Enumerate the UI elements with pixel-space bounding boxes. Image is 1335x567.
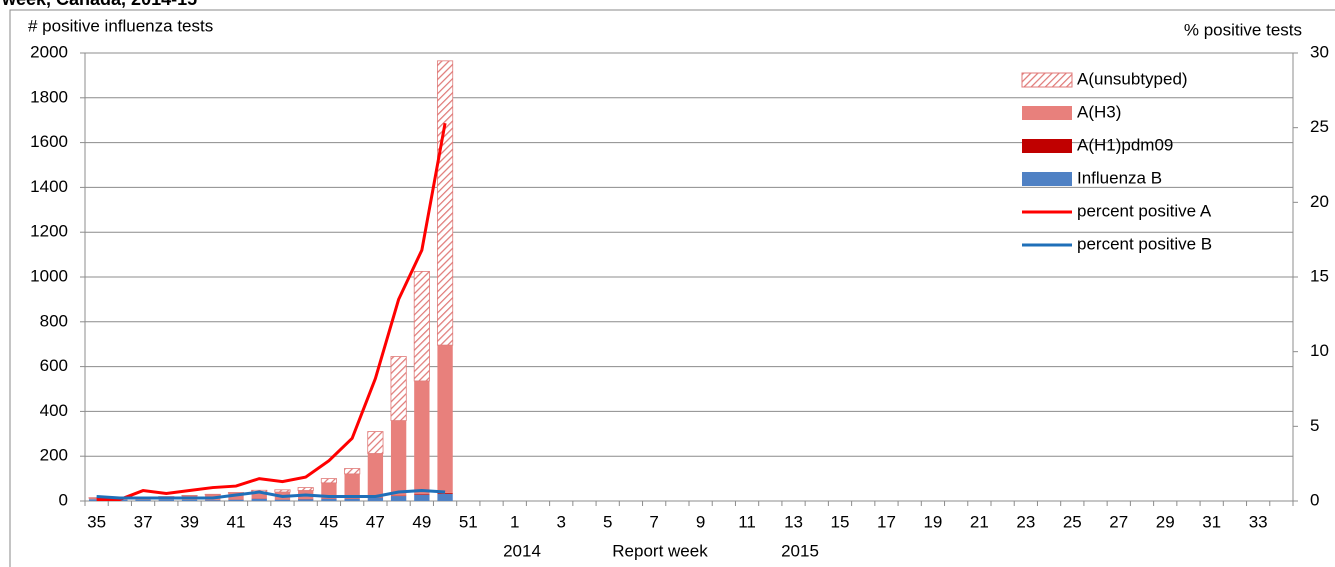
annotation: 2014: [503, 541, 541, 560]
y2-axis-label: % positive tests: [1184, 20, 1302, 39]
x-tick-label: 45: [319, 512, 338, 531]
x-tick-label: 35: [87, 512, 106, 531]
x-tick-label: 19: [923, 512, 942, 531]
legend-label: A(H3): [1077, 102, 1121, 121]
bar-segment: [344, 498, 360, 501]
x-tick-label: 9: [696, 512, 705, 531]
bar-segment: [298, 499, 314, 501]
bar-segment: [414, 494, 430, 501]
y-tick-label: 1800: [30, 87, 68, 106]
x-tick-label: 3: [556, 512, 565, 531]
x-tick-label: 43: [273, 512, 292, 531]
bar-segment: [274, 499, 291, 501]
x-tick-label: 13: [784, 512, 803, 531]
bar-segment: [205, 500, 221, 501]
y-tick-label: 1000: [30, 266, 68, 285]
line-series: [96, 122, 447, 502]
bar-segment: [297, 487, 314, 491]
x-tick-label: 29: [1156, 512, 1175, 531]
bar-segment: [320, 478, 337, 484]
bar-segment: [251, 491, 267, 499]
bar-segment: [181, 499, 198, 501]
x-tick-label: 11: [738, 512, 756, 531]
bar-segment: [321, 498, 337, 501]
bar-segment: [390, 420, 407, 496]
bar-segment: [437, 492, 453, 494]
x-tick-label: 33: [1249, 512, 1268, 531]
x-tick-label: 51: [459, 512, 478, 531]
y-tick-label: 800: [40, 311, 68, 330]
bar-segment: [437, 493, 453, 501]
x-tick-label: 25: [1063, 512, 1082, 531]
y-tick-label: 0: [59, 490, 68, 509]
x-tick-label: 23: [1016, 512, 1035, 531]
legend-label: percent positive A: [1077, 201, 1212, 220]
y-tick-label: 600: [40, 356, 68, 375]
chart-frame: [9, 9, 1335, 567]
bar-segment: [437, 345, 453, 493]
legend-swatch: [1022, 139, 1072, 153]
y2-tick-label: 5: [1310, 416, 1319, 435]
x-tick-label: 27: [1109, 512, 1128, 531]
x-axis-label: Report week: [612, 541, 708, 560]
bar-segment: [135, 499, 151, 501]
bar-segment: [367, 497, 384, 501]
x-tick-label: 31: [1202, 512, 1221, 531]
y-tick-label: 1400: [30, 177, 68, 196]
annotation: 2015: [781, 541, 819, 560]
y2-tick-label: 20: [1310, 192, 1329, 211]
x-tick-label: 49: [412, 512, 431, 531]
y2-tick-label: 0: [1310, 490, 1319, 509]
line-series: [96, 489, 446, 500]
y-axis-label: # positive influenza tests: [28, 16, 213, 35]
y-tick-label: 1600: [30, 132, 68, 151]
x-tick-label: 39: [180, 512, 199, 531]
bar-segment: [251, 498, 267, 501]
legend-swatch: [1021, 72, 1073, 88]
bar-segment: [414, 494, 430, 495]
bar-segment: [367, 431, 384, 454]
bar-segment: [204, 493, 221, 496]
y2-tick-label: 15: [1310, 266, 1329, 285]
bar-segment: [390, 496, 407, 501]
legend-label: A(H1)pdm09: [1077, 135, 1173, 154]
bar-segment: [413, 270, 430, 382]
bar-segment: [344, 468, 361, 475]
y-tick-label: 2000: [30, 42, 68, 61]
x-tick-label: 17: [877, 512, 896, 531]
x-tick-label: 7: [649, 512, 658, 531]
y-tick-label: 1200: [30, 222, 68, 241]
legend-swatch: [1022, 106, 1072, 120]
x-tick-label: 5: [603, 512, 612, 531]
bar-segment: [437, 60, 454, 346]
y2-tick-label: 30: [1310, 42, 1329, 61]
bar-segment: [228, 499, 244, 501]
x-tick-label: 41: [227, 512, 246, 531]
x-tick-label: 47: [366, 512, 385, 531]
bar-segment: [321, 482, 337, 499]
y2-tick-label: 25: [1310, 117, 1329, 136]
bar-segment: [344, 473, 360, 499]
x-tick-label: 15: [831, 512, 850, 531]
x-tick-label: 1: [510, 512, 519, 531]
legend-label: Influenza B: [1077, 168, 1162, 187]
legend-label: A(unsubtyped): [1077, 69, 1188, 88]
legend-swatch: [1022, 172, 1072, 186]
y-tick-label: 200: [40, 446, 68, 465]
bar-segment: [274, 489, 291, 493]
bar-segment: [414, 380, 430, 495]
legend-label: percent positive B: [1077, 234, 1212, 253]
chart-title: week, Canada, 2014-15: [1, 0, 197, 9]
bar-segment: [390, 356, 407, 421]
bar-segment: [158, 499, 174, 501]
x-tick-label: 21: [970, 512, 989, 531]
x-tick-label: 37: [134, 512, 153, 531]
bar-segment: [367, 453, 384, 498]
y-tick-label: 400: [40, 401, 68, 420]
y2-tick-label: 10: [1310, 341, 1329, 360]
